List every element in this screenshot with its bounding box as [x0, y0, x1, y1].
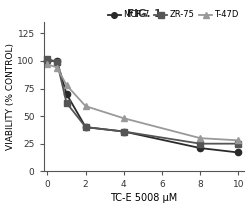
T-47D [56, 66, 58, 69]
Y-axis label: VIABILITY (% CONTROL): VIABILITY (% CONTROL) [6, 43, 15, 150]
ZR-75 [237, 142, 240, 145]
MCF-7 [84, 126, 87, 128]
ZR-75 [56, 61, 58, 63]
Line: T-47D: T-47D [44, 61, 241, 144]
Legend: MCF-7, ZR-75, T-47D: MCF-7, ZR-75, T-47D [105, 7, 242, 23]
ZR-75 [65, 102, 68, 104]
MCF-7 [237, 151, 240, 154]
MCF-7 [199, 147, 202, 149]
ZR-75 [199, 142, 202, 145]
MCF-7 [46, 60, 49, 62]
T-47D [237, 139, 240, 142]
T-47D [122, 117, 125, 120]
MCF-7 [122, 130, 125, 133]
MCF-7 [56, 60, 58, 62]
ZR-75 [46, 57, 49, 60]
Title: FIG. 1: FIG. 1 [127, 9, 161, 19]
T-47D [199, 137, 202, 139]
MCF-7 [65, 93, 68, 95]
Line: MCF-7: MCF-7 [44, 58, 241, 156]
ZR-75 [84, 126, 87, 128]
T-47D [46, 63, 49, 65]
X-axis label: TC-E 5008 μM: TC-E 5008 μM [110, 194, 178, 203]
ZR-75 [122, 130, 125, 133]
Line: ZR-75: ZR-75 [44, 56, 241, 147]
T-47D [65, 84, 68, 87]
T-47D [84, 105, 87, 107]
